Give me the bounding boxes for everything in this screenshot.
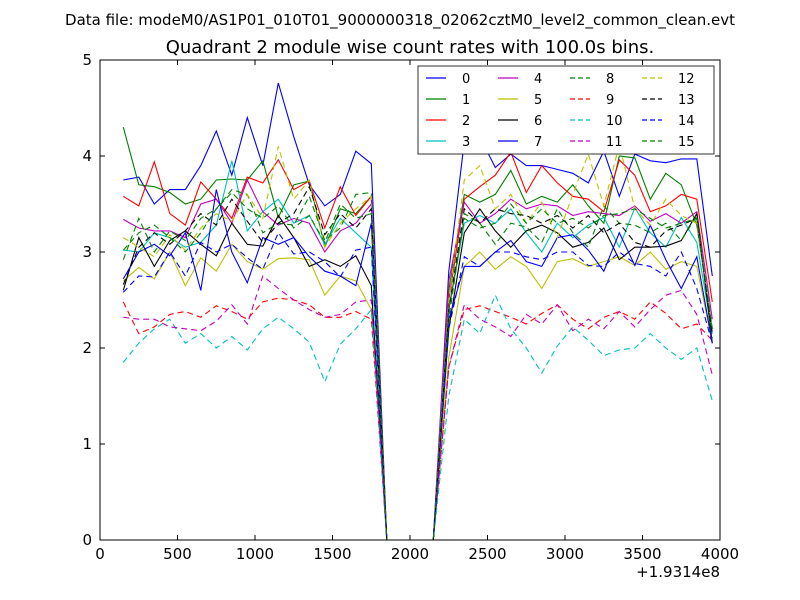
series-line-4: [123, 178, 713, 540]
series-lines: [122, 82, 713, 540]
legend-label-0: 0: [462, 72, 470, 87]
legend-label-11: 11: [606, 135, 623, 150]
legend-label-13: 13: [678, 93, 695, 108]
x-tick-label: 3500: [623, 545, 661, 563]
legend-label-2: 2: [462, 114, 470, 129]
x-tick-label: 1500: [313, 545, 351, 563]
series-line-13: [122, 185, 713, 540]
y-tick-label: 3: [82, 243, 92, 261]
series-line-12: [123, 144, 713, 540]
x-tick-label: 3000: [546, 545, 584, 563]
legend-label-3: 3: [462, 135, 470, 150]
x-tick-label: 500: [163, 545, 192, 563]
legend-label-5: 5: [534, 93, 542, 108]
series-line-0: [123, 82, 713, 540]
x-tick-label: 2500: [468, 545, 506, 563]
x-axis-ticks: 0 500 1000 1500 2000 2500 3000 3500 4000: [95, 60, 739, 563]
legend-label-6: 6: [534, 114, 542, 129]
series-line-15: [122, 191, 713, 540]
legend-label-15: 15: [678, 135, 695, 150]
x-tick-label: 2000: [391, 545, 429, 563]
y-tick-label: 4: [82, 147, 92, 165]
y-tick-label: 2: [82, 339, 92, 357]
series-line-7: [122, 189, 713, 540]
legend-label-7: 7: [534, 135, 542, 150]
chart-suptitle: Data file: modeM0/AS1P01_010T01_90000003…: [65, 11, 735, 30]
series-line-9: [122, 297, 713, 540]
series-line-11: [123, 275, 713, 540]
legend-label-1: 1: [462, 93, 470, 108]
series-line-5: [122, 243, 713, 540]
x-tick-label: 4000: [701, 545, 739, 563]
x-tick-label: 1000: [236, 545, 274, 563]
series-line-6: [122, 207, 713, 540]
legend-label-10: 10: [606, 114, 623, 129]
legend-label-8: 8: [606, 72, 614, 87]
legend-label-14: 14: [678, 114, 695, 129]
x-axis-offset-label: +1.9314e8: [636, 563, 720, 581]
y-tick-label: 5: [82, 51, 92, 69]
x-tick-label: 0: [95, 545, 105, 563]
y-tick-label: 0: [82, 531, 92, 549]
chart-title: Quadrant 2 module wise count rates with …: [166, 37, 655, 58]
y-tick-label: 1: [82, 435, 92, 453]
legend-label-4: 4: [534, 72, 542, 87]
legend-label-12: 12: [678, 72, 695, 87]
legend-box: [417, 65, 715, 155]
legend-label-9: 9: [606, 93, 614, 108]
series-line-14: [122, 231, 713, 540]
